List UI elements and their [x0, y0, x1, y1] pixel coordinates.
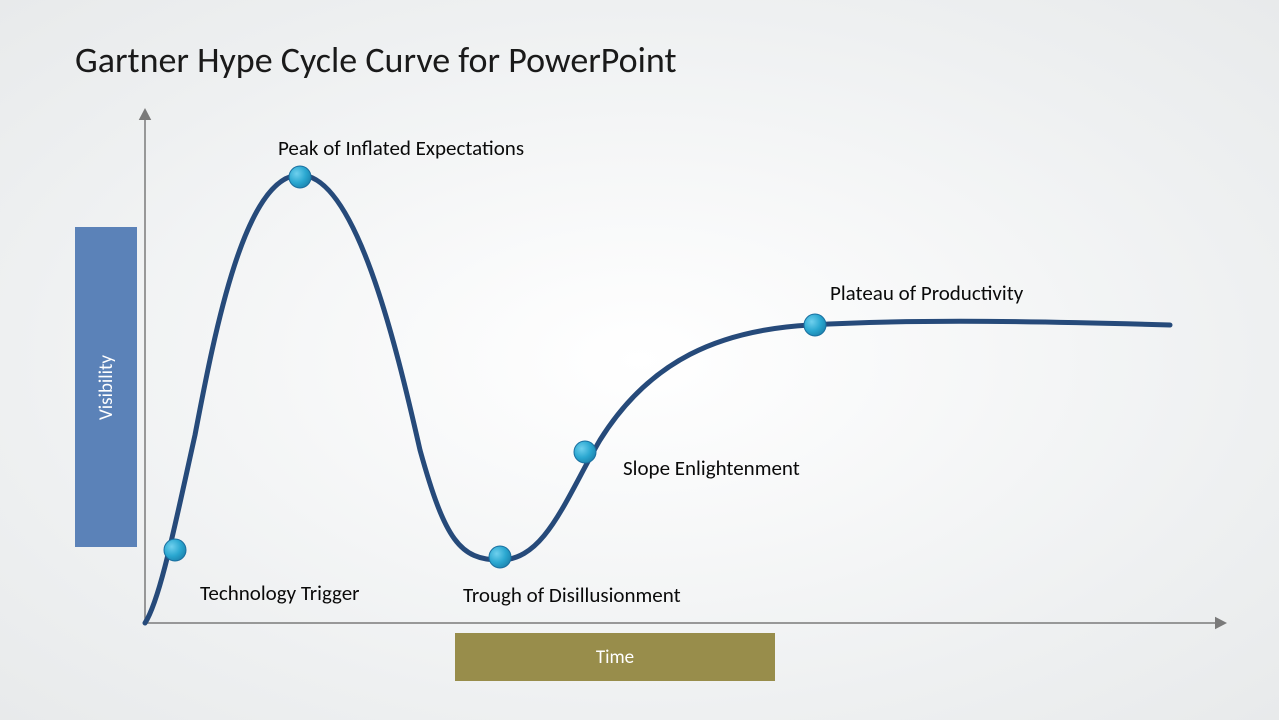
hype-cycle-chart — [0, 0, 1279, 720]
phase-label-0: Technology Trigger — [200, 580, 360, 606]
phase-marker-0 — [164, 539, 186, 561]
phase-marker-1 — [289, 166, 311, 188]
phase-label-1: Peak of Inflated Expectations — [278, 135, 524, 161]
phase-label-3: Slope Enlightenment — [623, 455, 800, 481]
phase-marker-2 — [489, 546, 511, 568]
phase-label-2: Trough of Disillusionment — [463, 582, 681, 608]
phase-marker-4 — [804, 314, 826, 336]
phase-label-4: Plateau of Productivity — [830, 280, 1023, 306]
hype-curve — [145, 175, 1170, 623]
phase-markers — [164, 166, 826, 568]
phase-marker-3 — [574, 441, 596, 463]
